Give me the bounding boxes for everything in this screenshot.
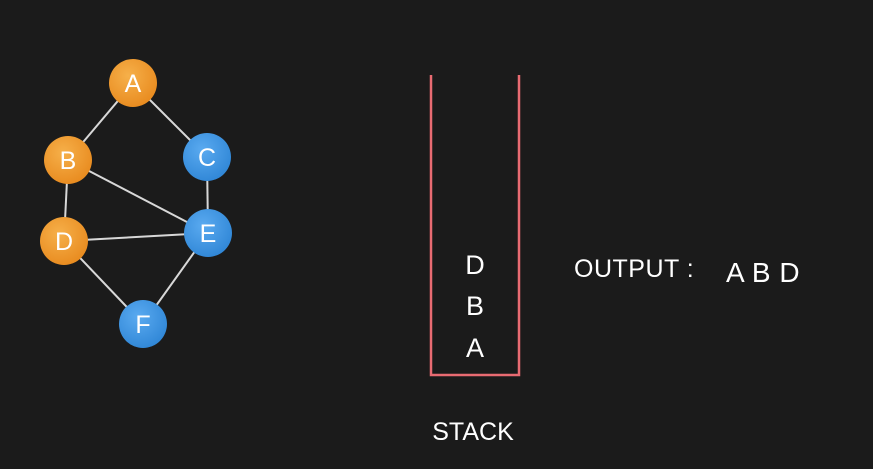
node-circle (44, 136, 92, 184)
node-circle (184, 209, 232, 257)
node-label: A (125, 70, 142, 98)
node-d: D (40, 217, 88, 265)
stack-item-middle: B (465, 291, 484, 321)
graph-nodes: A B C D E F (40, 59, 232, 348)
node-a: A (109, 59, 157, 107)
edge-b-e (67, 159, 209, 234)
node-circle (183, 133, 231, 181)
output-label: OUTPUT : (574, 255, 695, 283)
node-circle (109, 59, 157, 107)
node-f: F (119, 300, 167, 348)
output-value: A B D (726, 257, 801, 288)
edge-d-e (63, 232, 209, 242)
node-circle (40, 217, 88, 265)
node-circle (119, 300, 167, 348)
node-label: B (60, 147, 77, 175)
stack-container (429, 75, 521, 377)
graph-edges (63, 82, 209, 325)
node-label: C (198, 144, 216, 172)
node-label: E (200, 220, 217, 248)
stack-item-top: D (465, 250, 485, 280)
node-c: C (183, 133, 231, 181)
stack-caption: STACK (432, 418, 514, 446)
node-label: F (135, 311, 150, 339)
node-b: B (44, 136, 92, 184)
node-e: E (184, 209, 232, 257)
stack-item-bottom: A (465, 333, 484, 363)
node-label: D (55, 228, 73, 256)
